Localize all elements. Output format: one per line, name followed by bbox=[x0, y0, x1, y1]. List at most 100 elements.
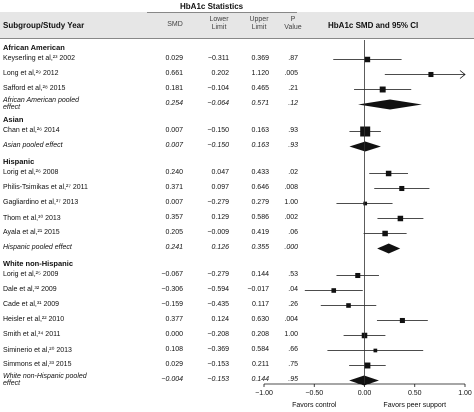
smd-value: −0.159 bbox=[161, 301, 183, 308]
p-value: .005 bbox=[284, 70, 298, 77]
p-value: .93 bbox=[288, 142, 298, 149]
pooled-effect-diamond bbox=[377, 243, 401, 254]
study-point bbox=[428, 71, 434, 78]
upper-limit-value: 0.465 bbox=[251, 85, 269, 92]
lower-limit-value: −0.435 bbox=[207, 301, 229, 308]
p-value: .26 bbox=[288, 301, 298, 308]
smd-value: 0.371 bbox=[165, 184, 183, 191]
subgroup-heading: White non-Hispanic bbox=[3, 259, 73, 268]
subgroup-heading: Hispanic bbox=[3, 157, 35, 166]
header-band bbox=[0, 12, 474, 38]
study-label: Lorig et al,²⁶ 2008 bbox=[3, 169, 59, 176]
study-point bbox=[385, 170, 392, 177]
x-axis-tick-label: −0.50 bbox=[305, 390, 323, 397]
subgroup-heading: African American bbox=[3, 43, 65, 52]
study-label: Heisler et al,²² 2010 bbox=[3, 316, 65, 323]
pooled-effect-diamond bbox=[358, 99, 422, 110]
p-value: .66 bbox=[288, 346, 298, 353]
upper-limit-value: 0.419 bbox=[251, 229, 269, 236]
lower-limit-value: −0.594 bbox=[207, 286, 229, 293]
lower-limit-value: 0.047 bbox=[211, 169, 229, 176]
pooled-label: African American pooled effect bbox=[3, 97, 80, 111]
p-value: .02 bbox=[288, 169, 298, 176]
study-label: Chan et al,²⁶ 2014 bbox=[3, 127, 60, 134]
lower-limit-value: −0.064 bbox=[207, 100, 229, 107]
p-value: .53 bbox=[288, 271, 298, 278]
upper-limit-value: 0.117 bbox=[252, 301, 269, 308]
study-point bbox=[331, 288, 337, 293]
p-value: 1.00 bbox=[284, 199, 298, 206]
upper-limit-value: 0.433 bbox=[251, 169, 269, 176]
column-header-study: Subgroup/Study Year bbox=[3, 21, 85, 30]
lower-limit-value: 0.126 bbox=[211, 244, 229, 251]
study-point bbox=[373, 348, 378, 353]
lower-limit-value: −0.208 bbox=[207, 331, 229, 338]
smd-value: 0.029 bbox=[165, 55, 183, 62]
p-value: .04 bbox=[288, 286, 298, 293]
x-axis-tick-label: 0.50 bbox=[408, 390, 422, 397]
stats-title: HbA1c Statistics bbox=[180, 2, 244, 11]
smd-value: 0.007 bbox=[165, 142, 183, 149]
ci-overflow-arrow bbox=[459, 70, 466, 79]
upper-limit-value: −0.017 bbox=[247, 286, 269, 293]
header-divider bbox=[0, 38, 474, 39]
column-header-upper: Upper Limit bbox=[249, 16, 269, 31]
smd-value: 0.241 bbox=[165, 244, 183, 251]
p-value: .002 bbox=[284, 214, 298, 221]
lower-limit-value: −0.279 bbox=[207, 199, 229, 206]
study-point bbox=[346, 303, 351, 308]
p-value: .06 bbox=[288, 229, 298, 236]
lower-limit-value: −0.009 bbox=[207, 229, 229, 236]
upper-limit-value: 0.208 bbox=[251, 331, 269, 338]
x-axis-tick-label: −1.00 bbox=[255, 390, 273, 397]
pooled-label: Hispanic pooled effect bbox=[3, 244, 72, 251]
column-header-smd: SMD bbox=[167, 21, 183, 28]
study-point bbox=[399, 317, 405, 324]
study-label: Philis-Tsimikas et al,²⁷ 2011 bbox=[3, 184, 88, 191]
favors-control-label: Favors control bbox=[292, 402, 337, 409]
study-label: Gagliardino et al,³⁷ 2013 bbox=[3, 199, 79, 206]
upper-limit-value: 0.279 bbox=[251, 199, 269, 206]
smd-value: −0.306 bbox=[161, 286, 183, 293]
pooled-effect-diamond bbox=[349, 141, 381, 152]
smd-value: 0.377 bbox=[165, 316, 183, 323]
study-point bbox=[355, 272, 361, 279]
study-label: Keyserling et al,²³ 2002 bbox=[3, 55, 75, 62]
upper-limit-value: 0.163 bbox=[251, 127, 269, 134]
x-axis-tick-label: 1.00 bbox=[458, 390, 472, 397]
upper-limit-value: 1.120 bbox=[251, 70, 269, 77]
smd-value: 0.661 bbox=[165, 70, 183, 77]
study-point bbox=[399, 185, 405, 192]
pooled-label: Asian pooled effect bbox=[3, 142, 63, 149]
lower-limit-value: −0.153 bbox=[207, 376, 229, 383]
p-value: .75 bbox=[288, 361, 298, 368]
smd-value: 0.108 bbox=[165, 346, 183, 353]
smd-value: 0.029 bbox=[165, 361, 183, 368]
upper-limit-value: 0.369 bbox=[251, 55, 269, 62]
lower-limit-value: −0.150 bbox=[207, 142, 229, 149]
lower-limit-value: 0.097 bbox=[211, 184, 229, 191]
study-point bbox=[360, 126, 371, 137]
favors-peer-support-label: Favors peer support bbox=[383, 402, 446, 409]
subgroup-heading: Asian bbox=[3, 115, 24, 124]
upper-limit-value: 0.355 bbox=[251, 244, 269, 251]
study-point bbox=[363, 201, 368, 206]
stats-title-rule bbox=[147, 12, 297, 13]
upper-limit-value: 0.584 bbox=[251, 346, 269, 353]
x-axis-tick-label: 0.00 bbox=[358, 390, 372, 397]
lower-limit-value: −0.150 bbox=[207, 127, 229, 134]
p-value: .93 bbox=[288, 127, 298, 134]
smd-value: 0.000 bbox=[165, 331, 183, 338]
plot-title: HbA1c SMD and 95% CI bbox=[328, 21, 419, 30]
study-point bbox=[382, 230, 388, 237]
smd-value: 0.007 bbox=[165, 199, 183, 206]
upper-limit-value: 0.571 bbox=[251, 100, 269, 107]
study-label: Lorig et al,²⁵ 2009 bbox=[3, 271, 59, 278]
study-point bbox=[397, 215, 404, 222]
lower-limit-value: 0.124 bbox=[211, 316, 229, 323]
upper-limit-value: 0.646 bbox=[251, 184, 269, 191]
p-value: .008 bbox=[284, 184, 298, 191]
study-point bbox=[379, 86, 386, 93]
lower-limit-value: −0.104 bbox=[207, 85, 229, 92]
smd-value: −0.067 bbox=[161, 271, 183, 278]
